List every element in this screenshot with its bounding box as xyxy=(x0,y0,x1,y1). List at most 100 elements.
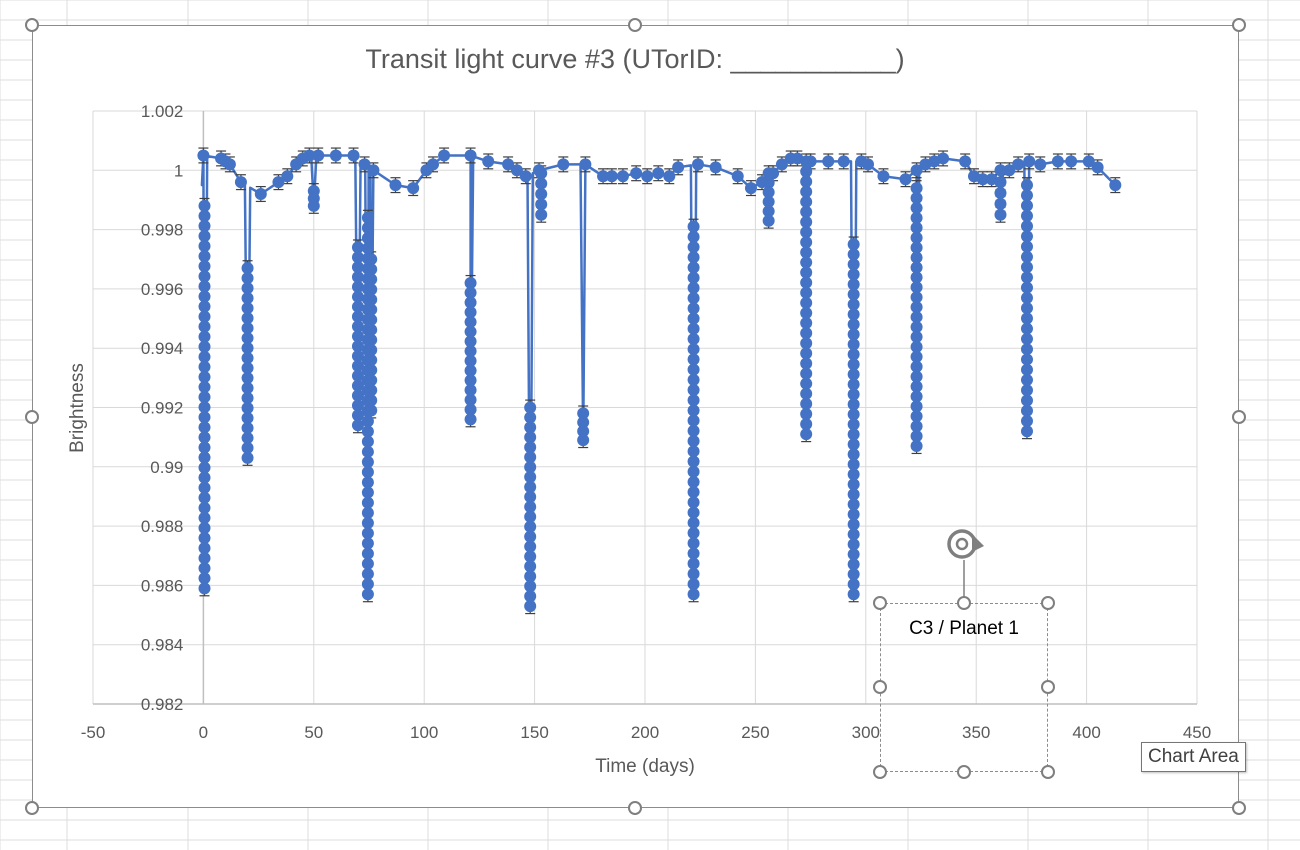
data-point xyxy=(1020,291,1033,304)
data-point xyxy=(847,258,860,271)
data-point xyxy=(502,158,515,171)
data-point xyxy=(1020,322,1033,335)
resize-handle-bottom-left[interactable] xyxy=(25,801,39,815)
data-point xyxy=(959,155,972,168)
data-point xyxy=(762,167,775,180)
data-point xyxy=(198,441,211,454)
data-point xyxy=(365,374,378,387)
y-tick-label: 0.986 xyxy=(141,576,184,595)
data-point xyxy=(822,155,835,168)
data-point xyxy=(687,363,700,376)
data-point xyxy=(241,411,254,424)
data-point xyxy=(365,303,378,316)
data-point xyxy=(731,170,744,183)
textbox-handle-right[interactable] xyxy=(1041,680,1055,694)
data-point xyxy=(535,177,548,190)
data-point xyxy=(524,471,537,484)
data-point xyxy=(241,332,254,345)
text-box-label[interactable]: C3 / Planet 1 xyxy=(909,618,1019,639)
data-point xyxy=(687,486,700,499)
data-point xyxy=(234,176,247,189)
data-point xyxy=(687,312,700,325)
data-point xyxy=(524,441,537,454)
data-point xyxy=(1020,404,1033,417)
data-point xyxy=(687,353,700,366)
resize-handle-top-right[interactable] xyxy=(1232,18,1246,32)
data-point xyxy=(524,490,537,503)
data-point xyxy=(762,176,775,189)
data-point xyxy=(687,281,700,294)
textbox-handle-bottom[interactable] xyxy=(957,765,971,779)
x-tick-label: 0 xyxy=(199,723,208,742)
data-point xyxy=(198,370,211,383)
data-point xyxy=(1020,343,1033,356)
data-point xyxy=(281,170,294,183)
data-point xyxy=(198,340,211,353)
data-point xyxy=(198,300,211,313)
resize-handle-right[interactable] xyxy=(1232,410,1246,424)
data-point xyxy=(1020,179,1033,192)
y-tick-label: 0.988 xyxy=(141,517,184,536)
data-point xyxy=(1020,240,1033,253)
data-point xyxy=(577,425,590,438)
textbox-handle-top-right[interactable] xyxy=(1041,596,1055,610)
data-point xyxy=(800,296,813,309)
data-point xyxy=(800,407,813,420)
data-point xyxy=(800,306,813,319)
data-point xyxy=(198,391,211,404)
data-point xyxy=(976,173,989,186)
data-point xyxy=(241,372,254,385)
resize-handle-bottom[interactable] xyxy=(628,801,642,815)
data-point xyxy=(800,266,813,279)
data-point xyxy=(365,323,378,336)
x-axis-title[interactable]: Time (days) xyxy=(595,756,695,777)
y-axis-title[interactable]: Brightness xyxy=(67,363,88,453)
resize-handle-bottom-right[interactable] xyxy=(1232,801,1246,815)
data-point xyxy=(663,170,676,183)
y-tick-label: 0.994 xyxy=(141,339,184,358)
data-point xyxy=(241,302,254,315)
y-tick-label: 0.992 xyxy=(141,399,184,418)
data-point xyxy=(687,527,700,540)
resize-handle-top-left[interactable] xyxy=(25,18,39,32)
data-point xyxy=(198,501,211,514)
textbox-handle-top-left[interactable] xyxy=(873,596,887,610)
data-point xyxy=(524,560,537,573)
data-point xyxy=(198,350,211,363)
error-bars xyxy=(198,147,1121,615)
textbox-handle-bottom-right[interactable] xyxy=(1041,765,1055,779)
data-point xyxy=(1003,164,1016,177)
data-point xyxy=(800,175,813,188)
data-point xyxy=(361,537,374,550)
data-point xyxy=(762,205,775,218)
data-point xyxy=(198,562,211,575)
data-point xyxy=(687,271,700,284)
data-point xyxy=(524,570,537,583)
data-point xyxy=(910,271,923,284)
data-point xyxy=(1020,332,1033,345)
resize-handle-top[interactable] xyxy=(628,18,642,32)
data-point xyxy=(307,199,320,212)
data-point xyxy=(351,300,364,313)
rotate-handle-icon[interactable] xyxy=(947,529,984,603)
data-point xyxy=(367,164,380,177)
textbox-handle-bottom-left[interactable] xyxy=(873,765,887,779)
textbox-handle-left[interactable] xyxy=(873,680,887,694)
data-point xyxy=(687,445,700,458)
data-point xyxy=(198,411,211,424)
data-point xyxy=(361,415,374,428)
data-point xyxy=(365,273,378,286)
data-point xyxy=(687,588,700,601)
chart-title[interactable]: Transit light curve #3 (UTorID: ________… xyxy=(365,44,905,74)
resize-handle-left[interactable] xyxy=(25,410,39,424)
textbox-handle-top[interactable] xyxy=(957,596,971,610)
chart-area[interactable] xyxy=(32,25,1239,808)
data-point xyxy=(510,164,523,177)
data-point xyxy=(198,360,211,373)
data-markers[interactable] xyxy=(197,149,1122,613)
data-point xyxy=(312,149,325,162)
data-point xyxy=(241,312,254,325)
data-point xyxy=(847,268,860,281)
data-point xyxy=(1020,220,1033,233)
